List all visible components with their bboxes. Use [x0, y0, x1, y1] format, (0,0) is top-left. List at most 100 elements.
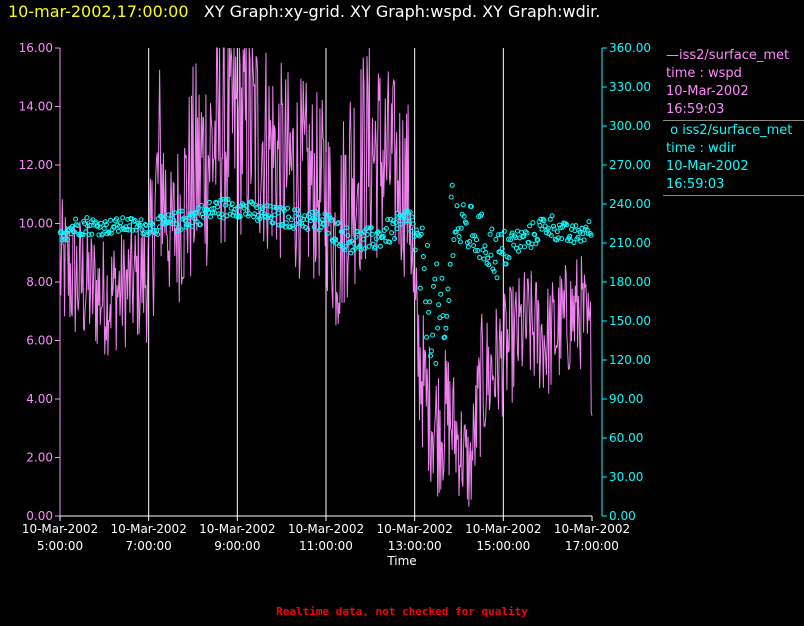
wdir-point	[516, 248, 521, 254]
legend-entry-wdir[interactable]: o iss2/surface_met time : wdir 10-Mar-20…	[663, 121, 804, 196]
wdir-point	[377, 243, 383, 249]
x-tick-time: 17:00:00	[565, 539, 619, 553]
y-right-tick-label: 180.00	[609, 275, 651, 289]
wdir-point	[366, 243, 372, 249]
wdir-point	[432, 276, 438, 282]
wdir-point	[227, 211, 233, 217]
wdir-point	[197, 222, 203, 228]
wdir-point	[206, 199, 212, 205]
y-left-tick-label: 8.00	[26, 275, 53, 289]
wdir-point	[270, 220, 276, 226]
wdir-point	[146, 230, 152, 236]
wdir-point	[426, 309, 432, 315]
wdir-point	[409, 214, 415, 220]
wdir-point	[586, 219, 592, 225]
y-left-tick-label: 14.00	[19, 100, 53, 114]
wdir-point	[288, 217, 294, 223]
wdir-point	[226, 200, 232, 206]
wdir-point	[458, 225, 464, 231]
wdir-point	[307, 215, 313, 221]
y-right-tick-label: 210.00	[609, 236, 651, 250]
wdir-point	[75, 223, 81, 229]
wdir-point	[436, 302, 442, 308]
x-tick-date: 10-Mar-2002	[199, 522, 275, 536]
wdir-point	[492, 259, 498, 265]
title-bar: 10-mar-2002,17:00:00 XY Graph:xy-grid. X…	[8, 2, 600, 21]
wdir-point	[486, 262, 492, 268]
wdir-point	[503, 261, 509, 267]
wdir-point	[165, 220, 170, 226]
wdir-point	[471, 243, 477, 249]
wdir-point	[383, 225, 389, 231]
wdir-point	[415, 232, 421, 238]
wdir-point	[244, 203, 249, 209]
wdir-point	[389, 230, 395, 236]
wdir-point	[190, 210, 196, 216]
wdir-point	[542, 223, 548, 229]
wdir-point	[335, 220, 341, 226]
wdir-point	[494, 275, 500, 281]
y-left-tick-label: 16.00	[19, 41, 53, 55]
legend-line-symbol: —	[666, 48, 679, 63]
y-right-tick-label: 90.00	[609, 392, 643, 406]
title-time: 10-mar-2002,17:00:00	[8, 2, 189, 21]
wdir-point	[549, 213, 555, 219]
wdir-point	[530, 220, 536, 226]
wdir-point	[575, 234, 581, 240]
wdir-point	[219, 211, 225, 217]
wdir-point	[392, 236, 398, 242]
wdir-point	[385, 217, 391, 223]
wdir-point	[390, 221, 396, 227]
y-left-tick-label: 6.00	[26, 334, 53, 348]
wdir-point	[451, 237, 457, 243]
wdir-point	[216, 211, 222, 217]
wdir-point	[380, 234, 386, 239]
wdir-point	[291, 225, 297, 231]
wdir-point	[461, 213, 467, 219]
wdir-point	[483, 250, 489, 256]
wdir-point	[545, 225, 551, 231]
wdir-point	[220, 196, 226, 202]
legend-field: time : wdir	[666, 141, 736, 156]
wdir-point	[401, 214, 407, 219]
wdir-point	[177, 208, 183, 214]
wdir-point	[368, 225, 374, 231]
wdir-point	[491, 268, 497, 274]
y-right-tick-label: 30.00	[609, 470, 643, 484]
wdir-point	[521, 233, 527, 239]
wdir-point	[559, 236, 565, 242]
x-tick-time: 11:00:00	[299, 539, 353, 553]
wdir-point	[434, 261, 440, 267]
wdir-point	[475, 248, 481, 253]
wdir-point	[278, 223, 284, 229]
x-tick-date: 10-Mar-2002	[110, 522, 186, 536]
wdir-point	[324, 213, 330, 219]
legend-time: 16:59:03	[666, 177, 725, 192]
wdir-point	[352, 246, 358, 251]
wdir-point	[408, 228, 414, 234]
wdir-point	[468, 204, 474, 209]
wdir-point	[142, 222, 148, 227]
wdir-point	[73, 216, 79, 222]
wdir-point	[117, 223, 122, 229]
wdir-point	[511, 242, 517, 248]
wdir-point	[296, 211, 302, 217]
wdir-point	[573, 223, 579, 229]
legend-field: time : wspd	[666, 66, 742, 81]
wdir-point	[71, 229, 77, 235]
legend-entry-wspd[interactable]: —iss2/surface_met time : wspd 10-Mar-200…	[663, 46, 804, 121]
wdir-point	[155, 231, 161, 237]
y-left-tick-label: 0.00	[26, 509, 53, 523]
wdir-point	[343, 244, 349, 250]
wdir-point	[479, 211, 485, 217]
wdir-point	[65, 237, 70, 243]
wdir-point	[237, 214, 243, 220]
wdir-point	[403, 218, 409, 224]
wdir-point	[421, 266, 427, 272]
wdir-point	[450, 253, 456, 259]
wdir-point	[281, 208, 287, 214]
legend-circle-symbol: o	[670, 123, 679, 138]
wdir-point	[488, 252, 494, 258]
wdir-point	[524, 230, 530, 236]
